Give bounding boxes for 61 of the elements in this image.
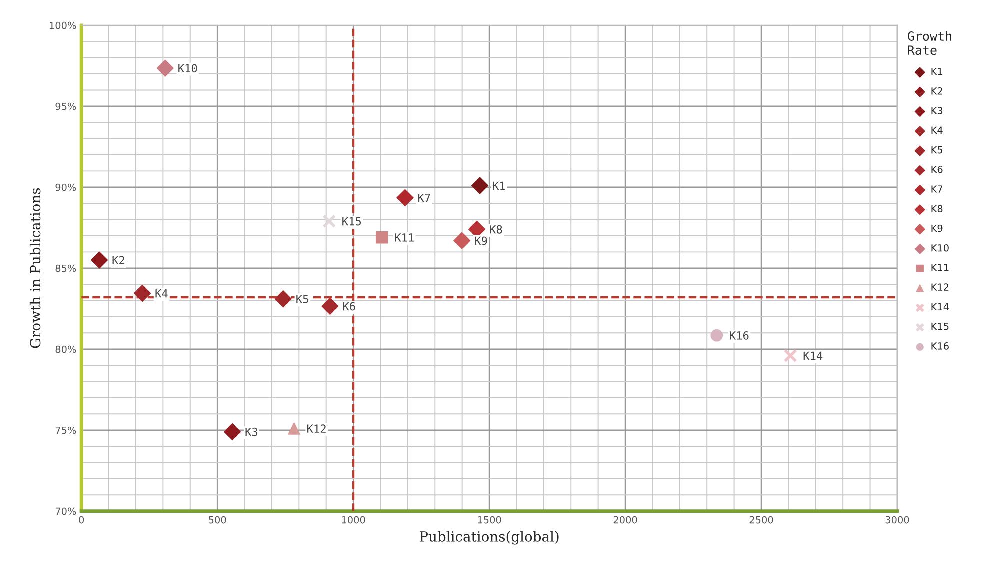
x-tick-label: 1500 [478, 516, 502, 524]
text: K1 [493, 182, 506, 190]
y-tick-label: 90% [56, 184, 76, 192]
x-tick-label: 500 [209, 516, 226, 524]
text: K12 [308, 424, 326, 433]
legend-label: K12 [932, 284, 949, 291]
text: K7 [418, 194, 430, 202]
legend-label: K6 [932, 166, 943, 174]
point [710, 329, 724, 342]
legend-label: K4 [932, 126, 943, 134]
y-axis-title: Growth in Publications [30, 188, 41, 348]
text: K5 [296, 295, 308, 304]
x-tick-label: 3000 [886, 516, 910, 524]
point [471, 177, 489, 194]
point [322, 298, 339, 316]
y-tick-label: 75% [56, 426, 76, 434]
y-tick-label: 70% [56, 508, 76, 516]
text: K16 [730, 332, 749, 340]
x-tick-label: 2500 [750, 516, 774, 524]
x-tick-label: 2000 [614, 516, 638, 524]
text: K11 [395, 234, 414, 242]
y-tick-label: 80% [56, 346, 76, 354]
point [376, 231, 388, 244]
legend-label: K15 [932, 323, 949, 330]
legend-label: K14 [932, 303, 950, 311]
point [322, 214, 336, 228]
point [454, 232, 471, 250]
text: K8 [490, 225, 502, 234]
legend-title: Growth Rate [908, 31, 952, 56]
text: K15 [342, 217, 362, 226]
text: K6 [343, 302, 356, 311]
point [224, 423, 242, 441]
legend-label: K3 [932, 107, 943, 114]
legend-label: K11 [932, 264, 949, 272]
point [784, 349, 798, 363]
legend-label: K16 [932, 342, 949, 350]
y-tick-label: 95% [56, 102, 76, 110]
legend-label: K1 [932, 68, 942, 76]
x-tick-label: 1000 [342, 516, 366, 524]
legend-label: K5 [932, 146, 943, 154]
x-tick-label: 0 [79, 516, 84, 524]
text: K10 [178, 64, 198, 73]
legend-label: K10 [932, 244, 949, 252]
legend-label: K2 [932, 87, 942, 95]
y-tick-label: 100% [50, 22, 76, 30]
point [274, 290, 292, 308]
point [134, 284, 152, 302]
text: K9 [475, 236, 488, 246]
x-axis-title: Publications(global) [420, 531, 559, 545]
y-tick-label: 85% [56, 264, 76, 272]
text: K3 [246, 428, 258, 436]
text: K14 [804, 352, 823, 360]
point [288, 422, 300, 435]
text: K2 [112, 256, 124, 264]
legend-label: K8 [932, 205, 943, 213]
legend-label: K9 [932, 224, 943, 232]
legend-label: K7 [932, 186, 943, 193]
text: K4 [156, 290, 168, 298]
point [156, 60, 174, 77]
point [396, 189, 414, 206]
point [90, 252, 108, 269]
